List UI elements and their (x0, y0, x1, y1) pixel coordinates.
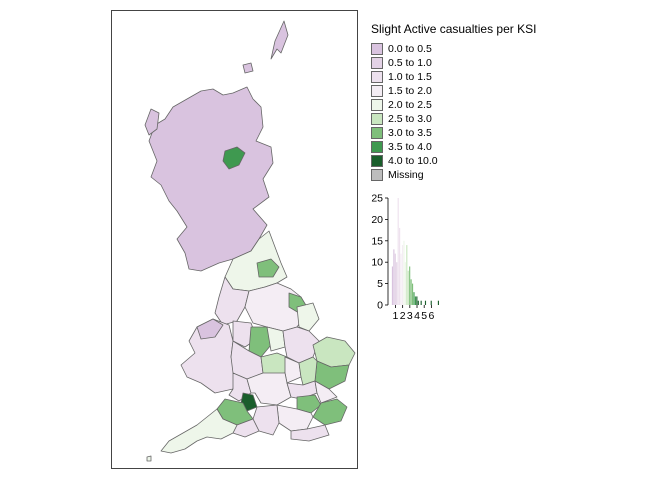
x-tick-label: 3 (407, 310, 413, 322)
region-devon-cornwall (160, 408, 238, 454)
x-tick-label: 1 (393, 310, 399, 322)
histogram-bar (414, 296, 416, 305)
histogram-bar (397, 198, 399, 305)
legend-label: 3.0 to 3.5 (388, 127, 432, 139)
histogram-bar (411, 283, 414, 305)
region-moray (222, 146, 246, 170)
legend-swatch (371, 113, 383, 125)
region-durham (256, 258, 280, 278)
y-tick-label: 25 (371, 193, 383, 205)
histogram-bar (406, 245, 408, 305)
histogram-bar (416, 296, 418, 305)
legend-item: 3.0 to 3.5 (371, 126, 536, 140)
histogram-bar (437, 300, 439, 305)
histogram-bar (393, 249, 395, 305)
legend-label: 4.0 to 10.0 (388, 155, 438, 167)
legend-label: 0.0 to 0.5 (388, 43, 432, 55)
region-essex (314, 380, 338, 404)
y-tick-label: 5 (377, 278, 383, 290)
legend-swatch (371, 43, 383, 55)
histogram-y-axis: 0 5 10 15 20 25 (371, 193, 389, 312)
region-staffordshire (248, 326, 272, 358)
histogram-bar (409, 266, 411, 305)
region-london (296, 394, 322, 414)
legend-swatch (371, 71, 383, 83)
legend-label: 3.5 to 4.0 (388, 141, 432, 153)
x-tick-label: 2 (400, 310, 406, 322)
legend-item: 0.0 to 0.5 (371, 42, 536, 56)
histogram-bar (407, 270, 409, 305)
y-tick-label: 15 (371, 235, 383, 247)
histogram-bar (417, 300, 419, 305)
region-western-isles (144, 108, 160, 136)
histogram-bar (413, 292, 415, 305)
legend-item: Missing (371, 168, 536, 182)
legend-item: 1.5 to 2.0 (371, 84, 536, 98)
map-legend: Slight Active casualties per KSI 0.0 to … (371, 22, 536, 182)
y-tick-label: 20 (371, 214, 383, 226)
legend-title: Slight Active casualties per KSI (371, 22, 537, 36)
legend-item: 2.5 to 3.0 (371, 112, 536, 126)
histogram-bar (403, 240, 405, 305)
legend-swatch (371, 57, 383, 69)
histogram-bar (424, 300, 427, 305)
x-tick-label: 4 (414, 310, 420, 322)
map-panel (111, 10, 358, 469)
region-northamptonshire (284, 356, 302, 384)
uk-choropleth-map (144, 20, 356, 462)
x-tick-label: 6 (428, 310, 434, 322)
region-wales (180, 318, 238, 394)
histogram-bar (404, 262, 406, 305)
legend-items: 0.0 to 0.5 0.5 to 1.0 1.0 to 1.5 1.5 to … (371, 42, 536, 182)
x-tick-label: 5 (421, 310, 427, 322)
legend-item: 3.5 to 4.0 (371, 140, 536, 154)
legend-label: 1.5 to 2.0 (388, 85, 432, 97)
legend-swatch (371, 141, 383, 153)
region-surrey (276, 404, 314, 432)
legend-item: 1.0 to 1.5 (371, 70, 536, 84)
legend-label: 0.5 to 1.0 (388, 57, 432, 69)
histogram-bar (430, 300, 432, 305)
histogram-bar (396, 262, 398, 305)
histogram-bar (420, 300, 422, 305)
histogram-bars (391, 198, 439, 305)
histogram-bar (394, 253, 396, 305)
region-sussex (290, 424, 330, 442)
histogram-bar (400, 253, 402, 305)
region-derbyshire (266, 326, 286, 352)
histogram-bar (399, 227, 401, 305)
region-lancashire (214, 276, 250, 326)
legend-label: 2.0 to 2.5 (388, 99, 432, 111)
legend-label: 1.0 to 1.5 (388, 71, 432, 83)
legend-swatch (371, 85, 383, 97)
region-scotland (148, 20, 289, 272)
legend-swatch (371, 155, 383, 167)
legend-swatch (371, 99, 383, 111)
legend-label: Missing (388, 169, 424, 181)
region-isles-of-scilly (146, 455, 152, 462)
region-north-wales (196, 318, 224, 340)
histogram-bar (391, 266, 394, 305)
legend-item: 0.5 to 1.0 (371, 56, 536, 70)
region-thames-valley (246, 372, 292, 406)
y-tick-label: 10 (371, 257, 383, 269)
y-tick-label: 0 (377, 300, 383, 312)
histogram-bar (401, 245, 404, 305)
region-humberside (296, 302, 320, 332)
legend-label: 2.5 to 3.0 (388, 113, 432, 125)
legend-swatch (371, 169, 383, 181)
histogram-bar (410, 279, 412, 305)
region-orkney (242, 62, 254, 74)
legend-swatch (371, 127, 383, 139)
legend-item: 2.0 to 2.5 (371, 98, 536, 112)
legend-item: 4.0 to 10.0 (371, 154, 536, 168)
